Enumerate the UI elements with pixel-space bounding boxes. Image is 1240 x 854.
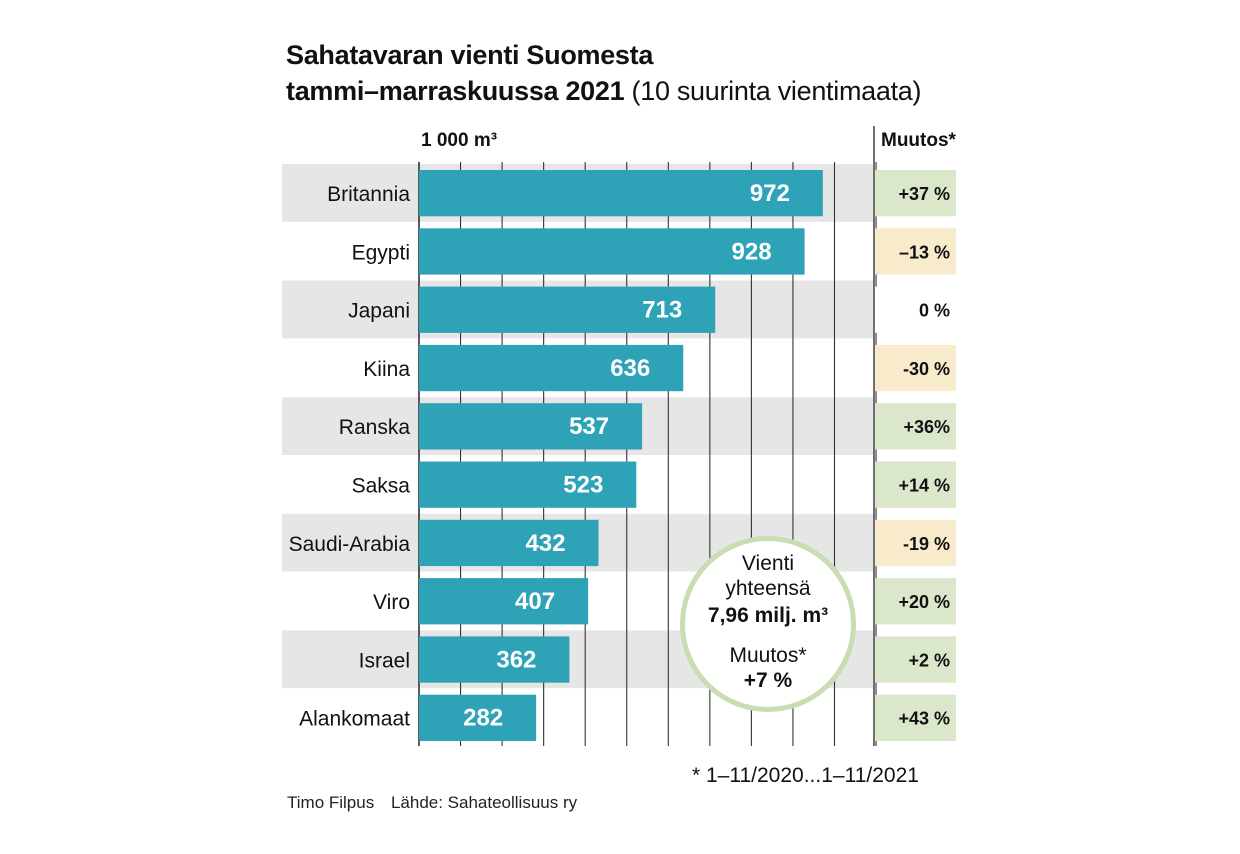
change-cell: [875, 344, 956, 392]
author: Timo Filpus: [287, 793, 375, 812]
total-change-label: Muutos*: [729, 644, 807, 667]
category-label: Viro: [373, 591, 410, 614]
bar: [419, 636, 570, 683]
change-value: +14 %: [898, 476, 950, 496]
change-value: -30 %: [903, 359, 950, 379]
source: Lähde: Sahateollisuus ry: [390, 793, 578, 812]
bar-value-label: 282: [463, 705, 503, 732]
change-cell: [875, 228, 956, 275]
chart-title: Sahatavaran vienti Suomesta: [286, 40, 654, 70]
footnote: * 1–11/2020...1–11/2021: [692, 764, 919, 787]
bar-value-label: 362: [496, 646, 536, 673]
chart-subtitle: (10 suurinta vientimaata): [631, 76, 922, 106]
bar-value-label: 432: [525, 530, 565, 557]
credit-line: Timo Filpus Lähde: Sahateollisuus ry: [287, 793, 577, 813]
bar-value-label: 713: [642, 297, 682, 324]
bar-value-label: 523: [563, 472, 603, 499]
chart-title-period: tammi–marraskuussa 2021: [286, 76, 625, 106]
bar-value-label: 407: [515, 588, 555, 615]
category-label: Japani: [348, 300, 410, 323]
change-column-header: Muutos*: [881, 130, 956, 151]
change-value: +36%: [903, 417, 950, 437]
category-label: Britannia: [327, 183, 410, 206]
bar: [419, 344, 684, 392]
category-label: Saudi-Arabia: [289, 533, 411, 556]
bar: [419, 403, 643, 450]
total-label-line2: yhteensä: [725, 577, 811, 600]
category-label: Ranska: [339, 416, 411, 439]
change-cell: [875, 286, 956, 333]
bar: [419, 228, 805, 275]
bar: [419, 461, 637, 508]
change-value: 0 %: [919, 301, 950, 321]
bar: [419, 694, 537, 741]
category-label: Egypti: [352, 241, 410, 264]
bar-value-label: 928: [732, 238, 772, 265]
change-value: +2 %: [908, 650, 950, 670]
bar: [419, 170, 823, 217]
total-value: 7,96 milj. m³: [707, 604, 829, 627]
change-value: -19 %: [903, 534, 950, 554]
change-cell: [875, 636, 956, 683]
category-label: Saksa: [352, 475, 411, 498]
change-value: +43 %: [898, 709, 950, 729]
change-cell: [875, 403, 956, 450]
chart-title-line2: tammi–marraskuussa 2021 (10 suurinta vie…: [286, 76, 921, 107]
category-labels: Britannia Egypti Japani Kiina Ranska Saksa Sau…: [289, 183, 411, 731]
bar-value-label: 537: [569, 413, 609, 440]
change-value: +20 %: [898, 592, 950, 612]
change-value: –13 %: [899, 242, 950, 262]
bars: 972 928 713 636 537 523 432 407 362 282: [419, 170, 823, 741]
change-cell: [875, 461, 956, 508]
bar-value-label: 636: [610, 355, 650, 382]
change-column: +37 % –13 % 0 % -30 % +36% +14 % -19 % +20 % +2 …: [875, 170, 956, 741]
change-cell: [875, 694, 956, 741]
bar: [419, 578, 589, 625]
category-label: Alankomaat: [299, 708, 410, 731]
total-summary-circle: Vienti yhteensä 7,96 milj. m³ Muutos* +7…: [680, 536, 856, 712]
bar: [419, 286, 716, 333]
total-label-line1: Vienti: [741, 552, 795, 575]
bar-value-label: 972: [750, 180, 790, 207]
change-cell: [875, 519, 956, 567]
change-cell: [875, 578, 956, 625]
axis-unit-label: 1 000 m³: [421, 130, 498, 151]
change-value: +37 %: [898, 184, 950, 204]
category-label: Israel: [359, 649, 410, 672]
bar: [419, 519, 599, 567]
change-cell: [875, 170, 956, 217]
total-change-value: +7 %: [743, 669, 793, 692]
category-label: Kiina: [363, 358, 410, 381]
